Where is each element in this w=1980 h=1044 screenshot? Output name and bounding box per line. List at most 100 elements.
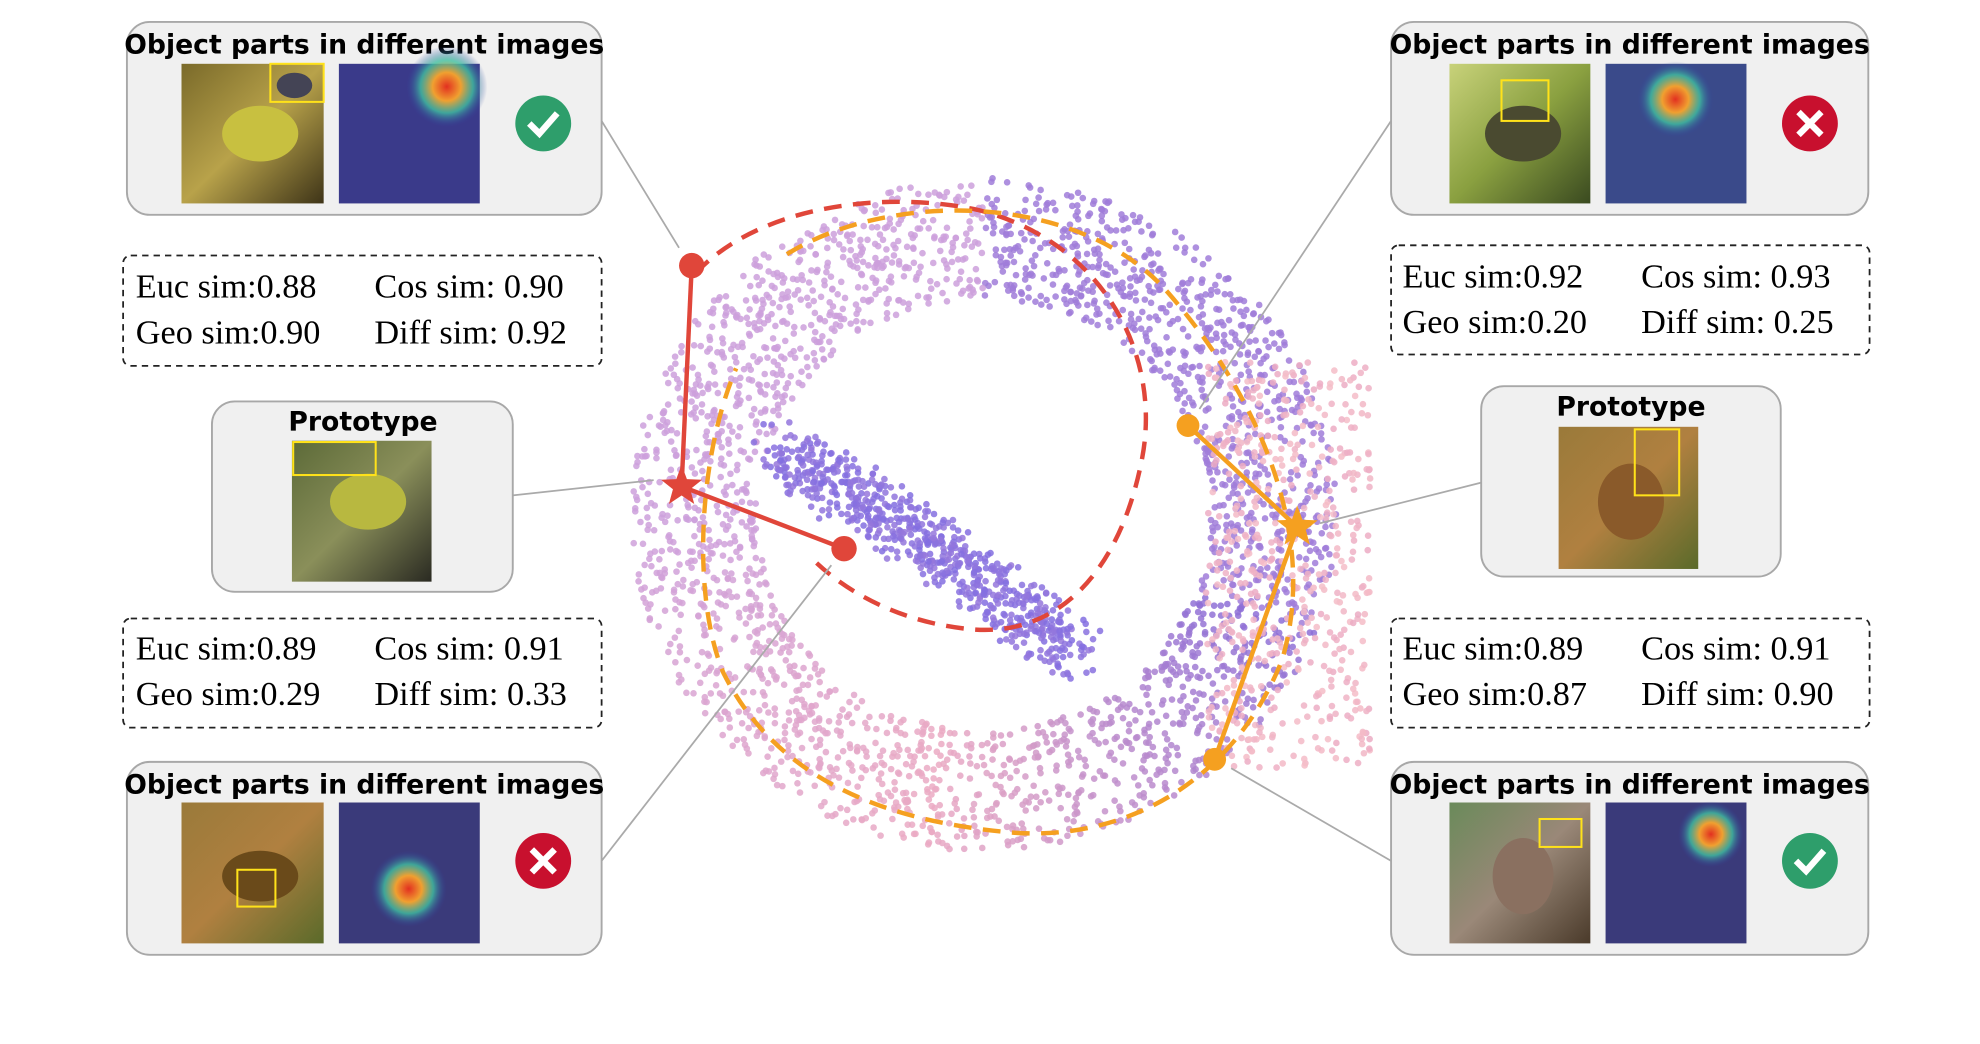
point	[1209, 527, 1217, 535]
point	[1281, 386, 1288, 394]
point	[794, 469, 802, 477]
point	[928, 802, 936, 810]
point	[734, 433, 742, 440]
point	[1214, 319, 1221, 327]
point	[1154, 250, 1162, 257]
point	[1199, 297, 1206, 305]
point	[729, 576, 737, 584]
point	[1145, 701, 1152, 708]
point	[1148, 708, 1156, 716]
point	[900, 272, 908, 280]
point	[1184, 702, 1192, 710]
point	[904, 305, 912, 313]
point	[1278, 445, 1285, 453]
point	[1269, 511, 1276, 519]
point	[1139, 683, 1147, 691]
point	[781, 736, 788, 744]
point	[839, 706, 846, 713]
point	[1138, 765, 1146, 772]
point	[670, 586, 678, 594]
point	[1355, 455, 1362, 463]
point	[720, 354, 728, 361]
point	[1224, 436, 1232, 444]
point	[1112, 227, 1120, 234]
point	[1052, 767, 1060, 774]
point	[752, 500, 760, 507]
point	[1089, 200, 1097, 208]
point	[1037, 798, 1044, 806]
point	[760, 565, 767, 573]
point	[1212, 348, 1220, 356]
point	[716, 589, 723, 596]
point	[1119, 279, 1126, 286]
point	[1120, 339, 1128, 346]
point	[759, 296, 766, 304]
point	[1318, 717, 1325, 725]
point	[1049, 271, 1057, 279]
point	[1094, 321, 1101, 329]
point	[1350, 486, 1358, 493]
point	[1072, 794, 1080, 802]
point	[905, 300, 913, 308]
point	[870, 824, 877, 831]
point	[705, 555, 713, 563]
point	[1042, 789, 1049, 796]
point	[1251, 353, 1259, 361]
point	[907, 184, 914, 191]
point	[818, 479, 826, 486]
point	[920, 725, 927, 733]
point	[1161, 766, 1168, 774]
point	[1350, 537, 1358, 544]
point	[1202, 450, 1209, 458]
point	[1043, 296, 1050, 304]
point	[756, 382, 764, 389]
point	[838, 510, 845, 518]
point	[988, 772, 995, 780]
point	[690, 342, 698, 349]
point	[810, 297, 818, 305]
point	[678, 349, 685, 356]
point	[1162, 660, 1169, 668]
point	[833, 727, 841, 734]
point	[1059, 234, 1067, 241]
point	[919, 249, 926, 257]
point	[1126, 700, 1133, 708]
point	[798, 744, 806, 752]
point	[1303, 381, 1310, 388]
point	[742, 708, 750, 716]
point	[1065, 725, 1073, 733]
point	[925, 225, 932, 232]
point	[1315, 463, 1323, 471]
point	[1255, 655, 1262, 662]
point	[875, 775, 883, 783]
point	[1049, 668, 1056, 676]
point	[800, 324, 807, 331]
point	[655, 623, 662, 630]
point	[1313, 623, 1320, 631]
point	[1133, 277, 1141, 285]
sim-text: Cos sim: 0.90	[374, 268, 563, 306]
point	[826, 499, 834, 506]
point	[1000, 761, 1008, 769]
point	[1226, 558, 1234, 566]
point	[957, 758, 965, 765]
point	[1026, 271, 1033, 279]
point	[770, 270, 777, 278]
point	[1196, 674, 1204, 682]
point	[762, 644, 769, 651]
point	[748, 526, 755, 534]
point	[1165, 640, 1172, 648]
point	[1256, 764, 1263, 771]
point	[1294, 471, 1301, 479]
point	[746, 499, 754, 507]
point	[1215, 627, 1223, 635]
point	[743, 314, 751, 322]
point	[1074, 189, 1082, 197]
point	[883, 315, 891, 322]
point	[1203, 457, 1210, 464]
point	[814, 671, 822, 678]
point	[830, 236, 838, 244]
point	[887, 484, 895, 491]
point	[885, 295, 893, 303]
point	[978, 844, 986, 852]
